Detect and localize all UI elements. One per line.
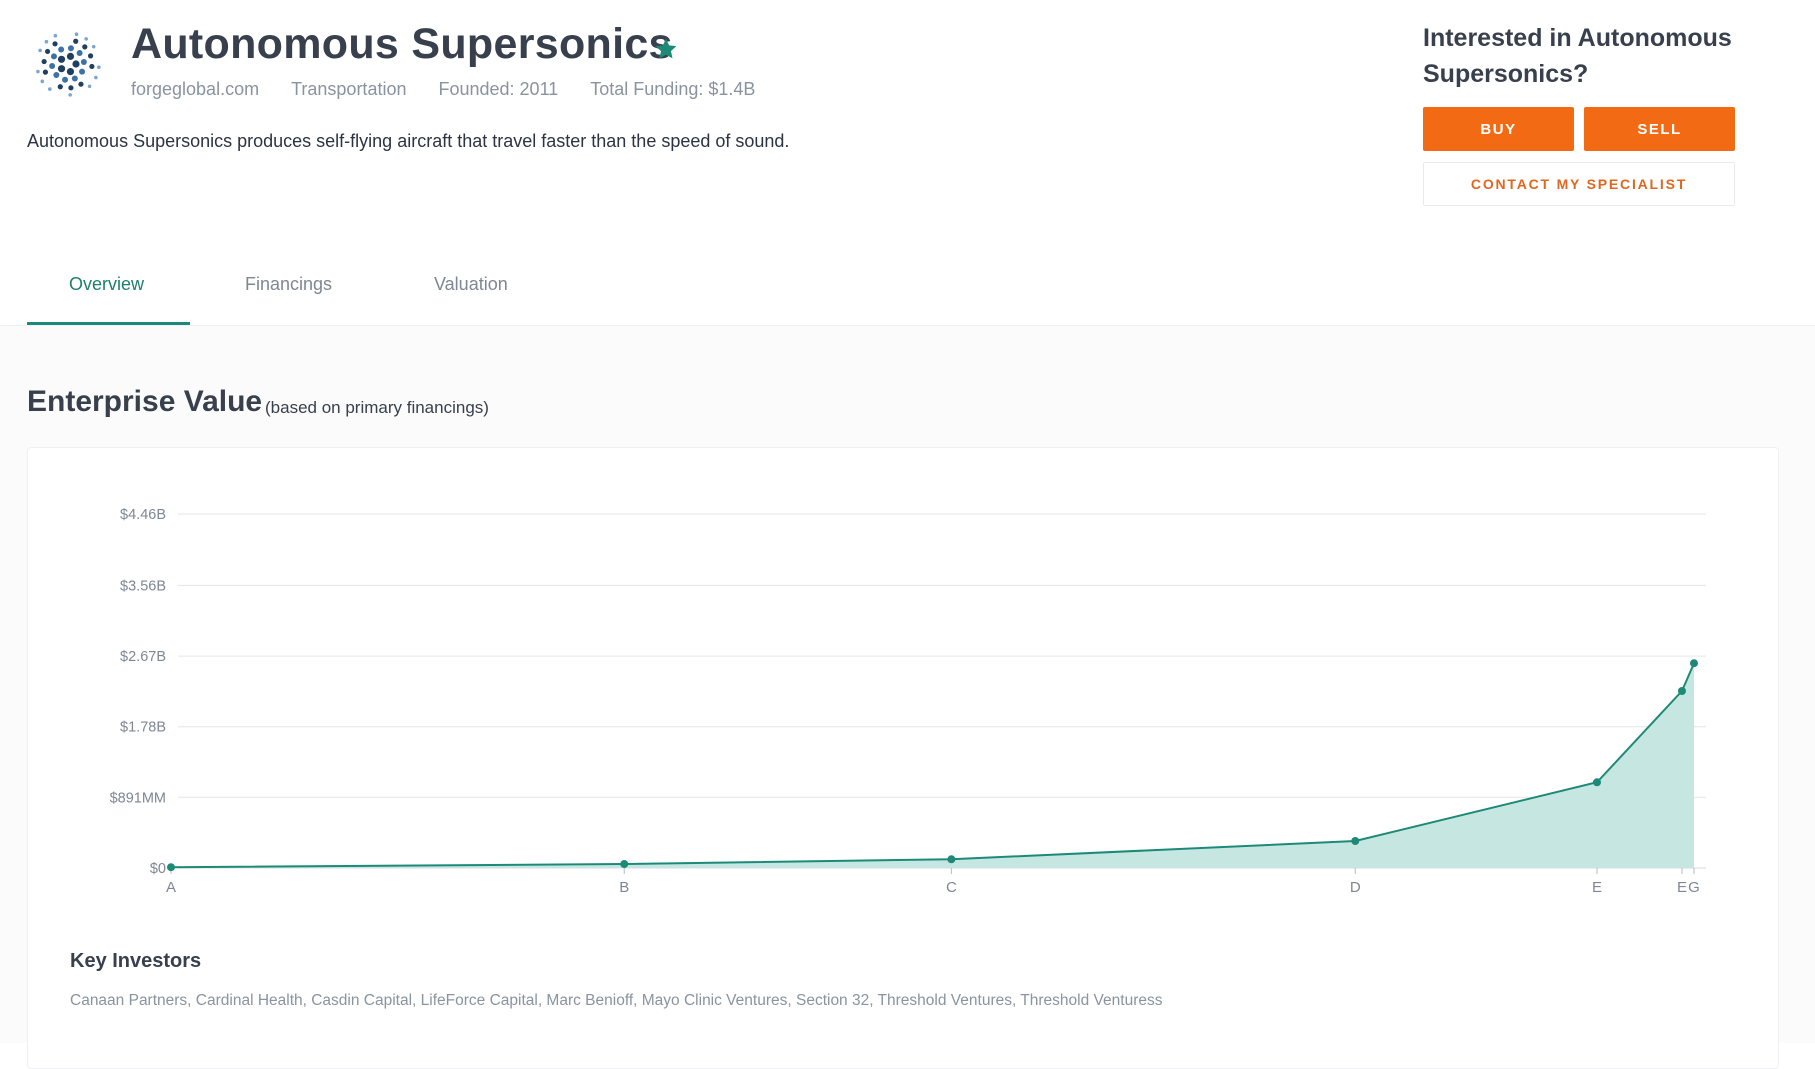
x-tick-label: E: [1677, 879, 1687, 896]
buy-button[interactable]: BUY: [1423, 107, 1574, 151]
company-total-funding: Total Funding: $1.4B: [590, 79, 756, 99]
x-tick-label: A: [166, 879, 176, 896]
enterprise-value-subtitle: (based on primary financings): [265, 398, 489, 417]
logo-dot: [52, 41, 58, 47]
data-point[interactable]: [1677, 687, 1686, 695]
star-icon[interactable]: [653, 36, 679, 62]
company-description: Autonomous Supersonics produces self-fly…: [27, 131, 790, 151]
cta-title: Interested in Autonomous Supersonics?: [1423, 24, 1732, 88]
logo-dot: [68, 85, 74, 91]
y-tick-label: $1.78B: [120, 720, 166, 736]
x-tick-label: D: [1350, 879, 1361, 896]
data-point[interactable]: [1592, 778, 1601, 787]
logo-dot: [50, 53, 57, 60]
company-industry: Transportation: [291, 79, 407, 99]
logo-dot: [40, 79, 45, 84]
logo-dot: [76, 50, 83, 57]
sell-button[interactable]: SELL: [1584, 107, 1735, 151]
logo-dot: [53, 33, 58, 38]
y-tick-label: $2.67B: [120, 649, 166, 665]
logo-dot: [91, 44, 96, 49]
enterprise-value-chart-card: $0 $891MM $1.78B $2.67B $3.56B $4.46B A B C D E E G: [27, 447, 1779, 1069]
logo-dot: [49, 63, 56, 70]
logo-dot: [71, 75, 78, 82]
company-founded: Founded: 2011: [438, 79, 559, 99]
logo-dot: [79, 68, 86, 75]
x-tick-label: B: [619, 879, 629, 896]
logo-dot: [44, 39, 49, 44]
tab-bar: Overview Financings Valuation: [27, 255, 1815, 325]
key-investors-title: Key Investors: [70, 950, 202, 972]
y-tick-label: $891MM: [110, 790, 166, 806]
tab-financings[interactable]: Financings: [245, 274, 333, 294]
data-point[interactable]: [1690, 659, 1698, 668]
y-tick-label: $0: [150, 861, 166, 877]
logo-dot: [44, 48, 51, 55]
x-tick-label: C: [946, 879, 957, 896]
logo-dot: [42, 69, 49, 75]
y-tick-label: $3.56B: [120, 578, 166, 594]
contact-specialist-button[interactable]: CONTACT MY SPECIALIST: [1423, 162, 1735, 206]
company-logo: [36, 32, 101, 97]
tab-valuation[interactable]: Valuation: [434, 274, 508, 294]
logo-dot: [74, 32, 79, 36]
logo-dot: [89, 63, 95, 70]
x-tick-label: G: [1688, 879, 1700, 896]
logo-dot: [53, 71, 60, 78]
y-tick-label: $4.46B: [120, 507, 166, 523]
data-point[interactable]: [1351, 837, 1360, 846]
logo-dot: [87, 53, 94, 59]
logo-dot: [68, 93, 72, 97]
header-divider: [0, 325, 1815, 326]
data-point[interactable]: [620, 860, 629, 869]
logo-dot: [58, 46, 65, 53]
logo-dot: [78, 81, 84, 87]
x-tick-label: E: [1592, 879, 1602, 896]
logo-dot: [87, 84, 92, 89]
logo-dot: [48, 87, 52, 91]
logo-dot: [36, 69, 40, 74]
logo-dot: [97, 65, 101, 70]
logo-dot: [57, 84, 63, 90]
active-tab-indicator: [27, 322, 190, 325]
logo-dot: [41, 58, 47, 65]
logo-dot: [80, 58, 87, 65]
logo-dot: [84, 37, 88, 41]
logo-dot: [62, 76, 69, 83]
logo-dot: [66, 68, 75, 76]
logo-dot: [67, 45, 74, 52]
logo-dot: [94, 75, 98, 80]
company-meta: forgeglobal.com Transportation Founded: …: [131, 79, 755, 100]
key-investors-list: Canaan Partners, Cardinal Health, Casdin…: [70, 992, 1163, 1009]
company-name: Autonomous Supersonics: [131, 20, 673, 68]
enterprise-value-title: Enterprise Value: [27, 385, 263, 418]
company-header: Autonomous Supersonics forgeglobal.com T…: [0, 0, 1815, 326]
logo-dot: [57, 55, 66, 63]
logo-dot: [38, 48, 42, 53]
data-point[interactable]: [167, 863, 175, 872]
area-fill: [171, 663, 1694, 868]
logo-dot: [72, 60, 80, 68]
data-point[interactable]: [947, 855, 956, 864]
logo-dot: [66, 52, 75, 60]
logo-dot: [73, 38, 79, 44]
tab-overview[interactable]: Overview: [69, 274, 145, 294]
company-website-link[interactable]: forgeglobal.com: [131, 79, 260, 99]
logo-dot: [82, 44, 88, 50]
logo-dot: [57, 65, 66, 73]
